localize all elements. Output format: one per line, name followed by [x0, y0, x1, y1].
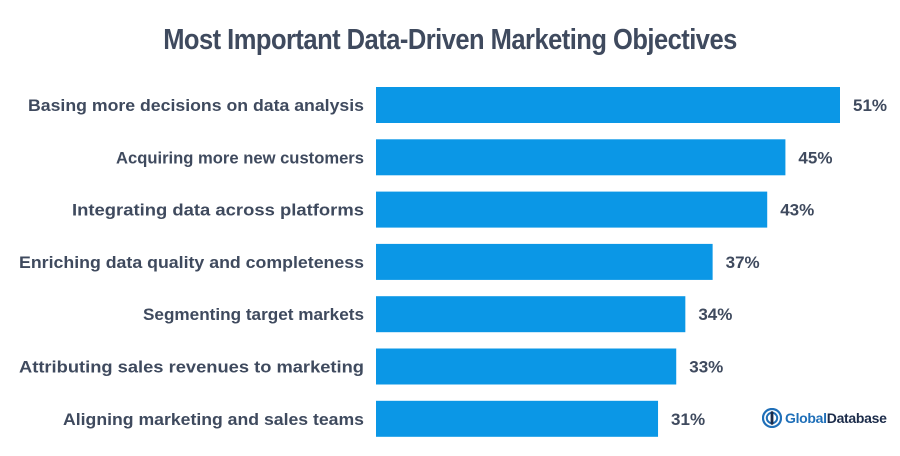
category-label: Enriching data quality and completeness — [19, 253, 364, 272]
bar — [376, 348, 677, 385]
category-label: Basing more decisions on data analysis — [28, 96, 364, 115]
category-label: Attributing sales revenues to marketing — [19, 358, 364, 377]
bar — [376, 139, 786, 176]
bar — [376, 296, 686, 333]
bar — [376, 243, 713, 280]
value-label: 34% — [698, 305, 732, 324]
logo-word-database: Database — [826, 410, 887, 426]
globe-icon — [762, 408, 782, 428]
value-label: 51% — [853, 96, 887, 115]
bar — [376, 191, 768, 228]
value-label: 45% — [798, 148, 832, 167]
value-label: 31% — [671, 410, 705, 429]
bar — [376, 87, 840, 123]
category-label: Acquiring more new customers — [116, 148, 364, 167]
value-label: 43% — [780, 201, 814, 220]
logo-word-global: Global — [785, 410, 827, 426]
category-label: Integrating data across platforms — [72, 201, 364, 220]
value-label: 37% — [726, 253, 760, 272]
chart-title: Most Important Data-Driven Marketing Obj… — [163, 24, 737, 56]
category-label: Aligning marketing and sales teams — [63, 410, 364, 429]
value-label: 33% — [689, 358, 723, 377]
category-label: Segmenting target markets — [143, 305, 364, 324]
global-database-logo: GlobalDatabase — [762, 408, 887, 428]
bar — [376, 400, 659, 437]
